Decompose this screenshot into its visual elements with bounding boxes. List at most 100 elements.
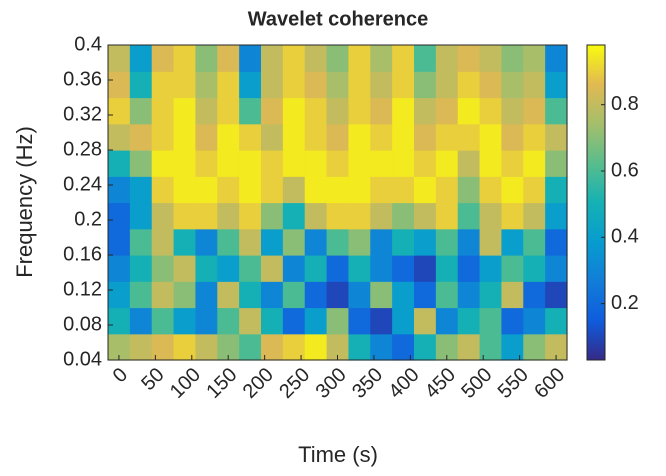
chart-title: Wavelet coherence xyxy=(248,8,428,30)
heat-cell xyxy=(457,71,481,99)
heat-cell xyxy=(151,71,175,99)
heat-cell xyxy=(501,307,524,335)
heat-cell xyxy=(435,123,459,151)
y-tick-label: 0.2 xyxy=(74,208,102,230)
heat-cell xyxy=(523,123,546,151)
heat-cell xyxy=(108,307,131,335)
heat-cell xyxy=(479,123,503,151)
heat-cell xyxy=(326,176,350,204)
heat-cell xyxy=(545,228,568,256)
heat-cell xyxy=(501,97,524,125)
heat-cell xyxy=(151,228,175,256)
heat-cell xyxy=(545,255,568,282)
heat-cell xyxy=(370,333,393,361)
heat-cell xyxy=(108,97,131,125)
heat-cell xyxy=(217,45,240,72)
heat-cell xyxy=(392,281,415,309)
heat-cell xyxy=(129,97,153,125)
heat-cell xyxy=(217,255,240,282)
heat-cell xyxy=(129,307,153,335)
heat-cell xyxy=(435,307,459,335)
heat-cell xyxy=(282,228,306,256)
heat-cell xyxy=(392,307,415,335)
y-tick-label: 0.28 xyxy=(63,138,102,160)
heat-cell xyxy=(414,307,437,335)
heat-cell xyxy=(435,97,459,125)
heat-cell xyxy=(261,281,284,309)
heat-cell xyxy=(523,71,546,99)
heat-cell xyxy=(129,333,153,361)
heat-cell xyxy=(239,45,262,72)
x-tick-label: 50 xyxy=(137,364,168,395)
heat-cell xyxy=(545,97,568,125)
heat-cell xyxy=(239,176,262,204)
heat-cell xyxy=(195,71,218,99)
heat-cell xyxy=(108,176,131,204)
heat-cell xyxy=(370,228,393,256)
heat-cell xyxy=(545,123,568,151)
heat-cell xyxy=(545,71,568,99)
heat-cell xyxy=(261,228,284,256)
heat-cell xyxy=(217,281,240,309)
heat-cell xyxy=(239,202,262,230)
heat-cell xyxy=(129,45,153,72)
heat-cell xyxy=(414,228,437,256)
heat-cell xyxy=(239,123,262,151)
x-axis-label: Time (s) xyxy=(298,442,378,467)
heat-cell xyxy=(370,281,393,309)
heat-cell xyxy=(217,150,240,177)
heat-cell xyxy=(501,176,524,204)
heat-cell xyxy=(173,123,197,151)
heat-cell xyxy=(261,176,284,204)
heat-cell xyxy=(304,228,328,256)
heat-cell xyxy=(370,176,393,204)
x-tick-label: 250 xyxy=(275,364,314,403)
heat-cell xyxy=(151,307,175,335)
y-tick-label: 0.08 xyxy=(63,313,102,335)
x-tick-label: 450 xyxy=(421,364,460,403)
heat-cell xyxy=(282,307,306,335)
heat-cell xyxy=(457,176,481,204)
heat-cell xyxy=(348,176,371,204)
heat-cell xyxy=(501,228,524,256)
heat-cell xyxy=(501,281,524,309)
heat-cell xyxy=(217,307,240,335)
heat-cell xyxy=(326,97,350,125)
heat-cell xyxy=(545,176,568,204)
heat-cell xyxy=(326,333,350,361)
heat-cell xyxy=(523,255,546,282)
x-tick-label: 550 xyxy=(494,364,533,403)
heat-cell xyxy=(392,202,415,230)
heat-cell xyxy=(129,202,153,230)
heat-cell xyxy=(261,333,284,361)
heat-cell xyxy=(501,202,524,230)
heat-cell xyxy=(173,45,197,72)
heat-cell xyxy=(239,255,262,282)
heat-cell xyxy=(173,228,197,256)
heat-cell xyxy=(173,307,197,335)
heat-cell xyxy=(370,97,393,125)
heat-cell xyxy=(435,71,459,99)
heat-cell xyxy=(479,150,503,177)
heat-cell xyxy=(326,71,350,99)
heat-cell xyxy=(326,307,350,335)
heat-cell xyxy=(479,255,503,282)
heat-cell xyxy=(282,202,306,230)
heat-cell xyxy=(435,176,459,204)
heat-cell xyxy=(414,97,437,125)
heat-cell xyxy=(523,228,546,256)
heat-cell xyxy=(479,45,503,72)
heat-cell xyxy=(414,281,437,309)
heat-cell xyxy=(457,307,481,335)
heat-cell xyxy=(151,97,175,125)
heat-cell xyxy=(261,150,284,177)
heat-cell xyxy=(129,123,153,151)
heat-cell xyxy=(348,307,371,335)
heat-cell xyxy=(479,307,503,335)
heat-cell xyxy=(108,333,131,361)
heat-cell xyxy=(217,97,240,125)
heat-cell xyxy=(195,281,218,309)
heat-cell xyxy=(435,45,459,72)
heat-cell xyxy=(195,123,218,151)
